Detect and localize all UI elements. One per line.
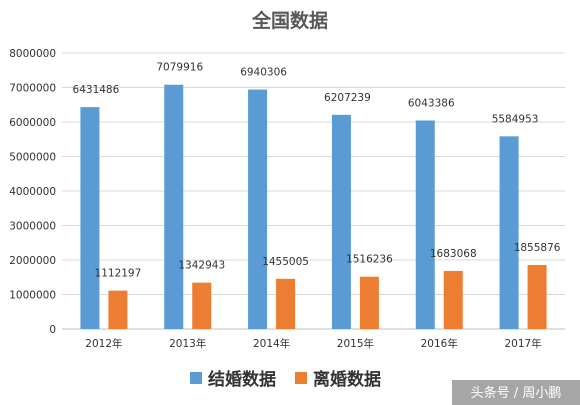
y-tick-label: 7000000 [9,83,56,95]
bar-divorce [443,270,463,329]
legend-label-divorce: 离婚数据 [313,369,381,390]
data-label-divorce: 1516236 [346,254,393,266]
x-axis-categories: 2012年 2013年 2014年 2015年 2016年 2017年 [85,337,541,350]
data-label-divorce: 1683068 [430,248,477,260]
bar-marriage [248,89,268,329]
y-axis-ticks: 0 1000000 2000000 3000000 4000000 5000000 6000… [9,48,56,336]
y-tick-label: 2000000 [9,255,56,267]
legend-label-marriage: 结婚数据 [208,369,276,390]
bar-divorce [192,282,212,329]
data-label-divorce: 1342943 [178,260,225,272]
x-category-label: 2014年 [253,337,290,350]
x-category-label: 2017年 [504,337,541,350]
y-tick-label: 8000000 [9,48,56,60]
bar-marriage [164,84,184,330]
y-tick-label: 0 [49,324,56,336]
legend: 结婚数据 离婚数据 [190,369,381,390]
data-label-marriage: 6431486 [73,84,120,96]
y-tick-label: 3000000 [9,221,56,233]
data-label-divorce: 1112197 [95,268,142,280]
data-label-divorce: 1855876 [514,242,561,254]
data-label-marriage: 7079916 [156,62,203,74]
bar-divorce [108,290,128,329]
bar-divorce [527,264,547,329]
x-category-label: 2016年 [421,337,458,350]
bar-marriage [331,114,351,330]
legend-swatch-divorce [295,372,307,384]
y-tick-label: 5000000 [9,152,56,164]
y-tick-label: 6000000 [9,117,56,129]
x-category-label: 2013年 [169,337,206,350]
data-label-divorce: 1455005 [262,256,309,268]
bar-marriage [415,120,435,330]
watermark: 头条号 / 周小鹏 [452,380,580,405]
watermark-background [452,380,580,405]
bars: 6431486 1112197 7079916 1342943 6940306 14550… [73,62,561,330]
gridlines [62,52,565,330]
y-tick-label: 1000000 [9,290,56,302]
data-label-marriage: 6043386 [408,98,455,110]
bar-divorce [359,276,379,329]
y-tick-label: 4000000 [9,186,56,198]
bar-marriage [499,136,519,329]
watermark-text: 头条号 / 周小鹏 [471,385,562,401]
data-label-marriage: 6940306 [240,67,287,79]
data-label-marriage: 5584953 [492,113,539,125]
chart-title: 全国数据 [251,9,328,32]
x-category-label: 2012年 [85,337,122,350]
x-category-label: 2015年 [337,337,374,350]
bar-divorce [276,278,296,329]
data-label-marriage: 6207239 [324,92,371,104]
legend-swatch-marriage [190,372,202,384]
bar-marriage [80,107,100,329]
